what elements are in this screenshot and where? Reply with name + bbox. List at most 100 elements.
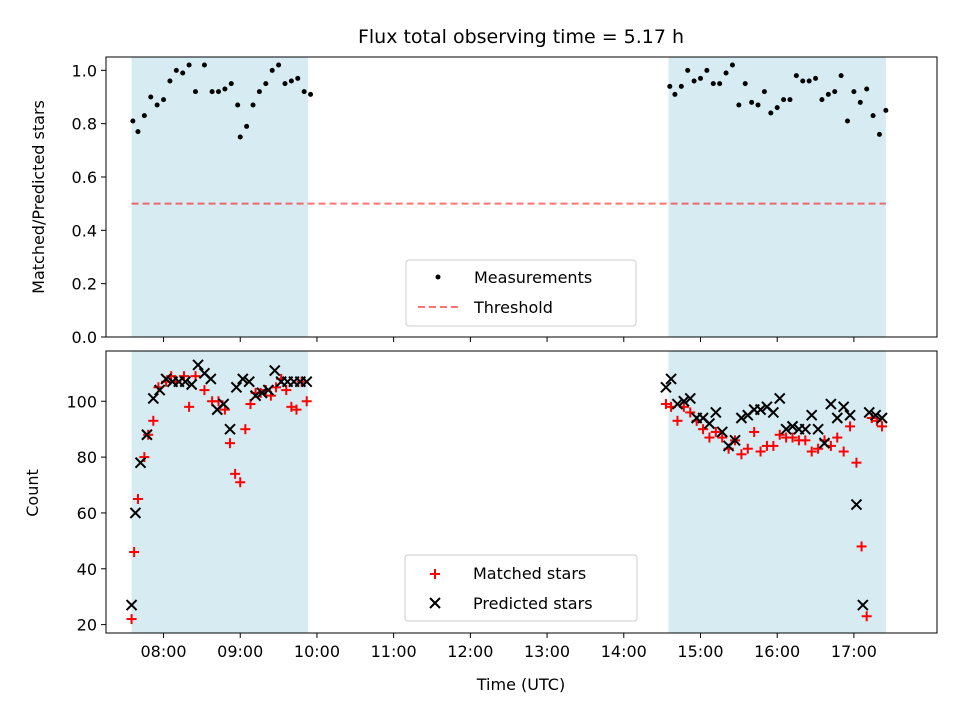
predicted-star-point <box>754 403 767 416</box>
matched-star-point <box>291 404 302 415</box>
bottom-axes-frame <box>105 350 938 634</box>
predicted-star-point <box>160 373 172 385</box>
predicted-star-point <box>179 376 191 388</box>
predicted-star-point <box>735 412 748 424</box>
bottom-panel-plot: 20 40 60 80 100 08:00 09:00 10:00 11:00 12:00 13:0… <box>66 350 938 661</box>
predicted-star-point <box>237 373 249 385</box>
matched-star-point <box>832 432 843 443</box>
measurement-point <box>787 97 793 103</box>
measurement-point <box>192 89 198 95</box>
matched-star-point <box>240 424 251 435</box>
measurement-point <box>749 99 755 105</box>
measurement-point <box>141 113 147 119</box>
predicted-star-point <box>217 398 230 410</box>
predicted-star-point <box>812 423 824 435</box>
predicted-star-point <box>767 406 780 419</box>
measurement-point <box>148 94 154 100</box>
matched-star-point <box>717 432 728 443</box>
matched-star-point <box>199 385 210 396</box>
top-y-axis-label: Matched/Predicted stars <box>29 100 48 294</box>
measurement-point <box>222 86 228 92</box>
matched-star-point <box>800 435 811 446</box>
bottom-observing-window-2 <box>668 351 886 633</box>
measurement-point <box>295 75 301 81</box>
measurement-point <box>876 131 882 137</box>
top-observing-window-2 <box>668 57 886 337</box>
matched-star-point <box>704 432 715 443</box>
bottom-x-tick-label: 11:00 <box>371 642 417 661</box>
measurement-point <box>263 81 269 87</box>
measurement-point <box>851 89 857 95</box>
bottom-x-tick-label: 15:00 <box>677 642 723 661</box>
predicted-star-point <box>141 429 153 441</box>
matched-star-point <box>710 426 721 437</box>
measurement-point <box>774 105 780 111</box>
measurement-point <box>717 81 723 87</box>
measurement-point <box>228 81 234 87</box>
matched-star-point <box>838 446 849 457</box>
measurement-point <box>736 102 742 108</box>
predicted-star-point <box>818 437 831 449</box>
predicted-star-point <box>831 412 843 424</box>
measurement-point <box>667 83 673 89</box>
predicted-star-point <box>825 398 837 410</box>
legend-matched-marker <box>430 569 440 579</box>
measurement-point <box>288 78 294 84</box>
matched-star-point <box>787 432 798 443</box>
matched-star-point <box>660 399 671 410</box>
measurement-point <box>870 113 876 119</box>
measurement-point <box>135 129 141 135</box>
measurement-point <box>216 89 222 95</box>
predicted-star-point <box>147 392 160 405</box>
predicted-star-point <box>153 384 166 396</box>
bottom-y-tick-label: 80 <box>77 448 97 467</box>
measurement-point <box>186 62 192 68</box>
predicted-star-point <box>684 392 696 405</box>
measurement-point <box>723 70 729 76</box>
bottom-x-tick-label: 16:00 <box>754 642 800 661</box>
matched-star-point <box>856 541 867 552</box>
matched-star-point <box>749 426 760 437</box>
matched-star-point <box>774 429 785 440</box>
chart-title: Flux total observing time = 5.17 h <box>358 26 684 48</box>
measurement-point <box>806 78 812 84</box>
matched-star-point <box>685 407 696 418</box>
predicted-star-point <box>262 384 275 396</box>
matched-star-point <box>148 415 159 426</box>
matched-star-point <box>755 446 766 457</box>
matched-star-point <box>861 611 872 622</box>
top-axes-frame <box>105 56 938 338</box>
measurement-point <box>768 110 774 116</box>
bottom-x-tick-label: 08:00 <box>140 642 186 661</box>
matched-star-point <box>126 614 137 625</box>
measurement-point <box>813 75 819 81</box>
predicted-star-point <box>799 423 812 435</box>
matched-star-point <box>245 399 256 410</box>
measurement-point <box>167 78 173 84</box>
matched-star-point <box>230 468 241 479</box>
measurement-point <box>761 89 767 95</box>
measurement-point <box>161 97 167 103</box>
matched-star-point <box>281 385 292 396</box>
predicted-star-point <box>205 373 217 385</box>
bottom-observing-window-1 <box>131 351 308 633</box>
measurement-point <box>832 89 838 95</box>
measurement-point <box>130 118 136 124</box>
matched-star-point <box>132 493 143 504</box>
measurement-point <box>781 97 787 103</box>
measurement-point <box>825 91 831 97</box>
measurement-point <box>269 67 275 73</box>
matched-star-point <box>851 457 862 468</box>
top-y-tick-label: 0.4 <box>72 221 97 240</box>
predicted-star-point <box>224 423 236 435</box>
predicted-star-point <box>869 409 882 421</box>
measurement-point <box>704 67 710 73</box>
matched-star-point <box>672 415 683 426</box>
measurement-point <box>256 89 262 95</box>
predicted-star-point <box>301 376 313 388</box>
measurement-point <box>710 81 716 87</box>
measurement-point <box>235 102 241 108</box>
measurement-point <box>678 83 684 89</box>
bottom-x-tick-label: 13:00 <box>524 642 570 661</box>
measurement-point <box>800 78 806 84</box>
